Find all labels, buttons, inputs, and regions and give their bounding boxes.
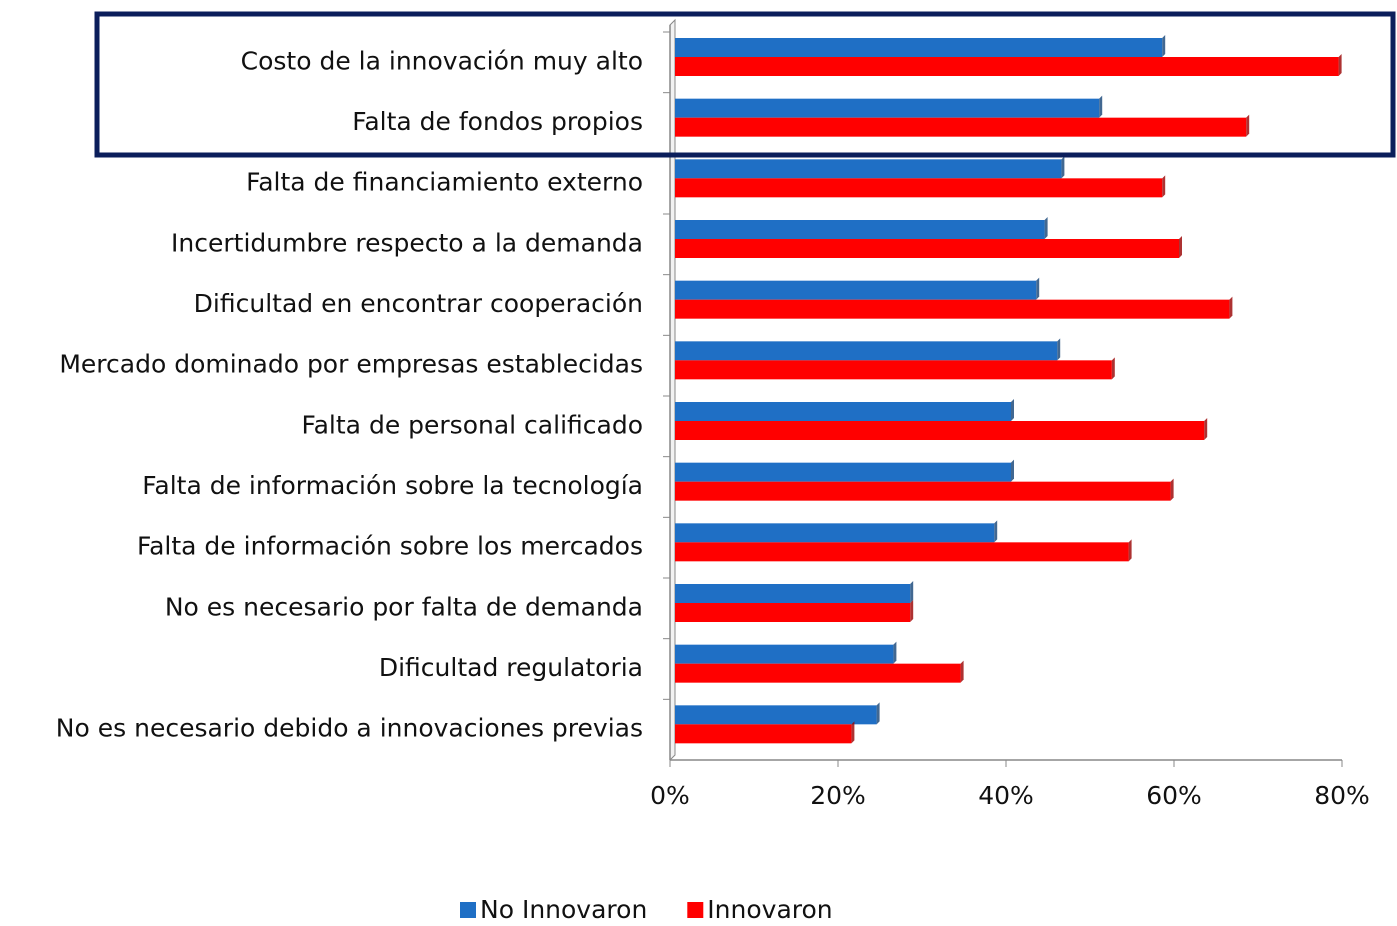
bar [675, 705, 877, 725]
bar [675, 481, 1171, 501]
y-tick-label: Falta de financiamiento externo [246, 168, 643, 197]
bar-side [1061, 156, 1065, 179]
highlight-box [94, 11, 1396, 158]
y-tick-label: No es necesario por falta de demanda [165, 592, 643, 621]
bar [675, 239, 1179, 258]
bar [675, 360, 1112, 380]
bar [675, 341, 1058, 361]
bar-side [1246, 114, 1250, 137]
bar [675, 663, 961, 683]
bar-side [960, 660, 964, 683]
bar-side [994, 520, 998, 543]
y-tick-label: Falta de información sobre los mercados [137, 532, 643, 561]
y-tick-label: Costo de la innovación muy alto [241, 46, 643, 75]
bar-side [910, 581, 914, 603]
bar [675, 462, 1011, 482]
bar [675, 220, 1045, 239]
bar-side [1229, 296, 1233, 319]
bar-side [910, 600, 914, 622]
bar-side [893, 641, 897, 664]
y-tick-label: Dificultad regulatoria [379, 653, 643, 682]
bar [675, 38, 1163, 57]
y-tick-label: Falta de información sobre la tecnología [142, 471, 643, 500]
bar-side [1162, 175, 1166, 198]
legend-label: No Innovaron [480, 895, 647, 922]
bar [675, 421, 1205, 440]
bar [675, 724, 852, 744]
bar [675, 644, 894, 664]
y-tick-label: Dificultad en encontrar cooperación [194, 289, 643, 318]
bar-side [1338, 54, 1342, 76]
bar-side [1099, 95, 1103, 118]
y-tick-label: Mercado dominado por empresas establecid… [59, 350, 643, 379]
bar-side [1204, 418, 1208, 440]
x-tick-label: 0% [650, 781, 690, 810]
bar-side [1036, 277, 1040, 300]
bar-side [876, 702, 880, 725]
bar [675, 603, 911, 622]
y-tick-label: Incertidumbre respecto a la demanda [171, 228, 643, 257]
bar-side [1044, 217, 1048, 239]
bar [675, 159, 1062, 179]
bar [675, 402, 1011, 421]
bar [675, 57, 1339, 76]
x-tick-label: 20% [810, 781, 866, 810]
bar-side [851, 721, 855, 744]
bar-side [1128, 539, 1132, 562]
bar [675, 178, 1163, 198]
x-tick-label: 60% [1146, 781, 1202, 810]
y-tick-label: Falta de personal calificado [302, 410, 643, 439]
legend-swatch [687, 902, 704, 918]
bar-side [1111, 357, 1115, 380]
bar-side [1170, 478, 1174, 501]
y-tick-label: No es necesario debido a innovaciones pr… [56, 714, 643, 743]
bar-side [1057, 338, 1061, 361]
bar-side [1011, 399, 1014, 421]
x-tick-label: 80% [1314, 781, 1370, 810]
bar [675, 280, 1037, 300]
bar [675, 117, 1247, 137]
bar [675, 542, 1129, 562]
legend-label: Innovaron [707, 895, 832, 922]
bar-side [1179, 236, 1182, 258]
y-tick-label: Falta de fondos propios [352, 107, 643, 136]
bar-side [1162, 35, 1166, 57]
bar [675, 584, 911, 603]
legend-swatch [460, 902, 476, 918]
bar [675, 98, 1100, 118]
bar [675, 523, 995, 543]
bar-side [1011, 459, 1014, 482]
bar [675, 299, 1230, 319]
x-tick-label: 40% [978, 781, 1034, 810]
